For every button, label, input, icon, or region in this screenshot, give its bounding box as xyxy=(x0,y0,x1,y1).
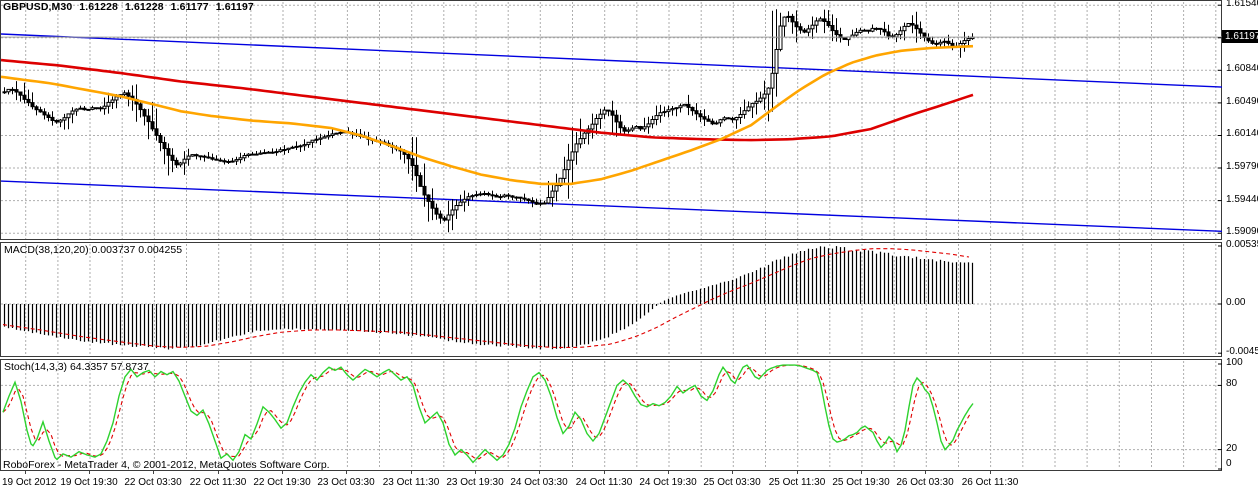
low-value: 1.61177 xyxy=(170,1,209,13)
price-chart-panel[interactable] xyxy=(0,0,1222,240)
symbol-period-label: GBPUSD,M30 xyxy=(3,1,73,13)
stoch-axis-label: 20 xyxy=(1226,443,1238,454)
price-axis-label: 1.60140 xyxy=(1226,128,1258,139)
stoch-axis-label: 0 xyxy=(1226,458,1232,469)
current-price-tag: 1.61197 xyxy=(1222,30,1258,43)
open-value: 1.61228 xyxy=(79,1,118,13)
price-axis: 1.61197 1.61540 1.60840 1.60490 1.60140 1.59… xyxy=(1222,0,1258,493)
time-axis-tick xyxy=(604,471,605,474)
time-axis-tick xyxy=(346,471,347,474)
time-axis-label: 26 Oct 03:30 xyxy=(896,477,954,488)
price-axis-label: 1.59440 xyxy=(1226,194,1258,205)
time-axis[interactable]: 19 Oct 2012 19 Oct 19:30 22 Oct 03:30 22 Oc… xyxy=(0,471,1222,493)
time-axis-tick xyxy=(990,471,991,474)
time-axis-label: 22 Oct 19:30 xyxy=(253,477,311,488)
time-axis-label: 25 Oct 19:30 xyxy=(832,477,890,488)
stoch-axis-label: 80 xyxy=(1226,378,1238,389)
time-axis-tick xyxy=(282,471,283,474)
time-axis-tick xyxy=(668,471,669,474)
time-axis-label: 24 Oct 03:30 xyxy=(510,477,568,488)
macd-indicator-panel[interactable]: MACD(38,120,20) 0.003737 0.004255 xyxy=(0,242,1222,357)
time-axis-label: 23 Oct 11:30 xyxy=(382,477,440,488)
time-axis-tick xyxy=(411,471,412,474)
time-axis-label: 23 Oct 03:30 xyxy=(317,477,375,488)
macd-axis-label: 0.00535 xyxy=(1226,239,1258,250)
stoch-chart-svg xyxy=(1,361,1222,470)
macd-histogram xyxy=(3,246,974,350)
ma-fast-orange-line xyxy=(1,44,974,186)
time-axis-tick xyxy=(797,471,798,474)
time-axis-tick xyxy=(732,471,733,474)
stoch-axis-label: 100 xyxy=(1226,357,1243,368)
time-axis-label: 24 Oct 19:30 xyxy=(639,477,697,488)
macd-axis-label: -0.00454 xyxy=(1226,346,1258,357)
time-axis-label: 23 Oct 19:30 xyxy=(446,477,504,488)
copyright-notice: RoboForex - MetaTrader 4, © 2001-2012, M… xyxy=(3,459,330,471)
candlestick-series xyxy=(2,9,975,233)
time-axis-label: 24 Oct 11:30 xyxy=(575,477,633,488)
trend-channel-line xyxy=(1,180,1222,232)
stochastic-indicator-panel[interactable]: Stoch(14,3,3) 64.3357 57.8737 xyxy=(0,359,1222,471)
high-value: 1.61228 xyxy=(124,1,164,13)
stochastic-label: Stoch(14,3,3) 64.3357 57.8737 xyxy=(4,361,149,373)
time-axis-tick xyxy=(925,471,926,474)
time-axis-tick xyxy=(89,471,90,474)
macd-chart-svg xyxy=(1,244,1222,355)
time-axis-tick xyxy=(25,471,26,474)
time-axis-tick xyxy=(218,471,219,474)
trend-channel-line xyxy=(1,33,1222,88)
price-axis-label: 1.59790 xyxy=(1226,161,1258,172)
time-axis-label: 25 Oct 11:30 xyxy=(768,477,826,488)
time-axis-label: 26 Oct 11:30 xyxy=(961,477,1019,488)
time-axis-label: 22 Oct 11:30 xyxy=(189,477,247,488)
macd-axis-label: 0.00 xyxy=(1226,297,1246,308)
symbol-ohlc-header: GBPUSD,M30 1.61228 1.61228 1.61177 1.611… xyxy=(3,1,258,13)
macd-signal-line xyxy=(2,248,970,348)
time-axis-label: 19 Oct 2012 xyxy=(2,477,57,488)
time-axis-label: 25 Oct 03:30 xyxy=(703,477,761,488)
time-axis-label: 22 Oct 03:30 xyxy=(124,477,182,488)
time-axis-tick xyxy=(475,471,476,474)
price-axis-label: 1.60490 xyxy=(1226,96,1258,107)
ma-slow-red-line xyxy=(1,58,974,142)
stoch-k-line xyxy=(2,364,974,464)
macd-label: MACD(38,120,20) 0.003737 0.004255 xyxy=(4,244,183,256)
price-chart-svg xyxy=(1,2,1222,239)
time-axis-label: 19 Oct 19:30 xyxy=(60,477,118,488)
price-axis-label: 1.61540 xyxy=(1226,0,1258,9)
time-axis-tick xyxy=(153,471,154,474)
time-axis-tick xyxy=(861,471,862,474)
time-axis-tick xyxy=(539,471,540,474)
price-axis-label: 1.60840 xyxy=(1226,63,1258,74)
close-value: 1.61197 xyxy=(215,1,254,13)
